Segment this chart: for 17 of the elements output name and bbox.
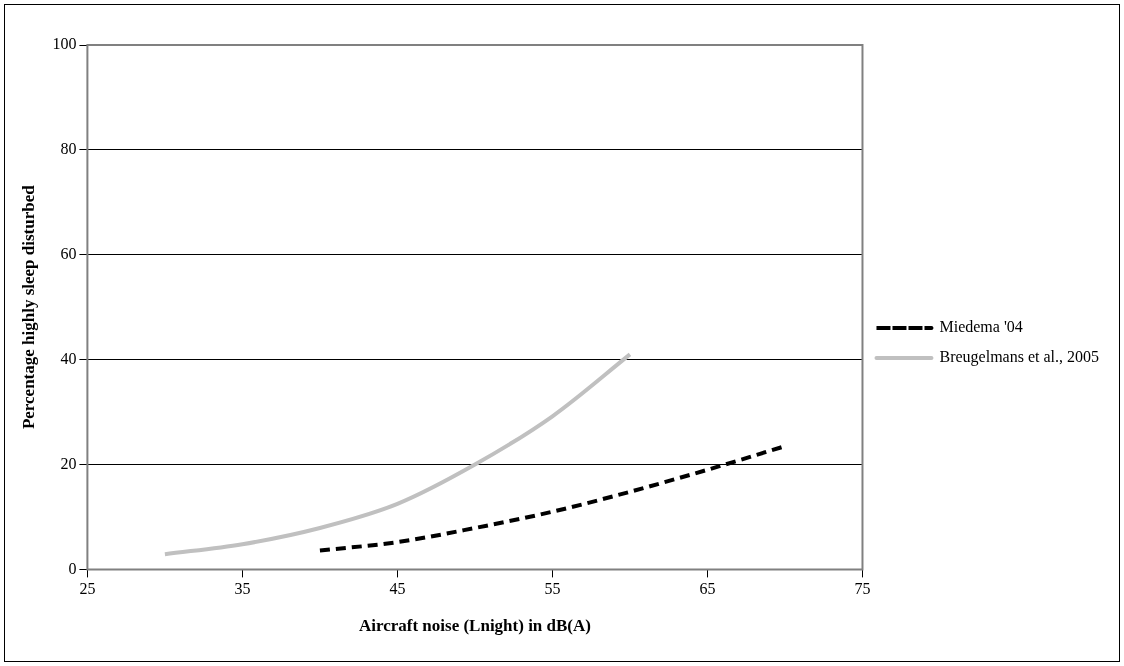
x-tick-label: 65 [699,580,716,598]
x-tick-label: 45 [389,580,406,598]
x-axis-title: Aircraft noise (Lnight) in dB(A) [358,616,591,636]
y-tick-label: 0 [68,559,77,577]
x-tick-label: 55 [544,580,561,598]
line-series [162,352,632,557]
y-tick-label: 100 [52,35,77,53]
x-tick-label: 25 [79,580,96,598]
y-tick-label: 60 [60,244,77,262]
y-tick-label: 20 [60,454,77,472]
legend-label: Miedema '04 [939,318,1023,336]
legend-label: Breugelmans et al., 2005 [939,348,1099,367]
y-tick-label: 40 [60,349,77,367]
x-tick-label: 35 [234,580,251,598]
y-axis-title: Percentage highly sleep disturbed [18,184,38,430]
x-tick-label: 75 [854,580,871,598]
y-tick-label: 80 [60,140,77,158]
